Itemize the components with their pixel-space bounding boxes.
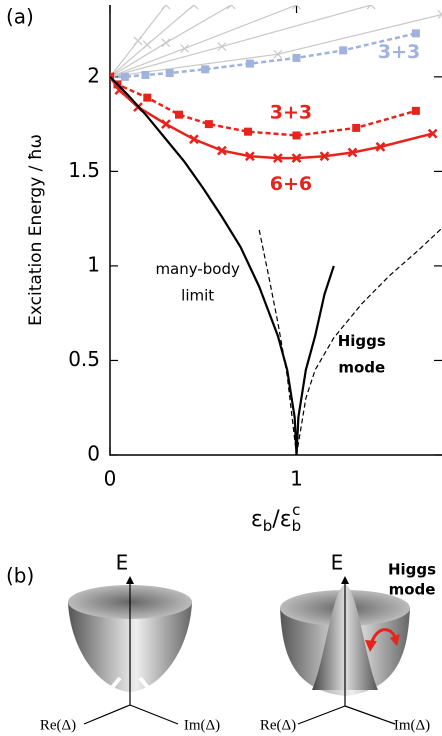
series-line [295, 265, 335, 455]
annotation: 3+3 [378, 41, 420, 63]
marker [244, 127, 253, 136]
marker [245, 151, 255, 162]
y-axis-label: Excitation Energy / ħω [26, 134, 46, 326]
marker [319, 151, 330, 162]
marker [204, 120, 213, 129]
x-tick-label: 0 [104, 467, 117, 491]
marker [226, 5, 236, 10]
marker [217, 42, 227, 52]
y-tick-label: 0 [87, 442, 100, 466]
marker [165, 69, 174, 78]
marker [175, 110, 184, 119]
annotation: limit [181, 287, 214, 305]
marker [273, 49, 283, 59]
annotation: many-body [155, 260, 240, 278]
marker [189, 5, 199, 10]
marker [292, 53, 301, 62]
marker [411, 106, 420, 115]
marker [339, 46, 348, 55]
marker [217, 145, 227, 156]
marker [292, 131, 301, 140]
marker [143, 93, 152, 102]
marker [141, 70, 150, 79]
marker [292, 5, 301, 10]
axis-label: Re(Δ) [260, 717, 296, 733]
axis-label: E [116, 551, 129, 575]
marker [110, 72, 114, 81]
marker [133, 36, 143, 46]
marker [411, 29, 420, 38]
marker [245, 59, 254, 68]
marker [427, 128, 438, 139]
marker [161, 5, 171, 10]
marker [201, 65, 210, 74]
plot-area: 0 0.5 1 1.5 2 0 1 3+3 3+3 6+6 many-body limit Higgs m… [68, 5, 442, 491]
annotation: Higgs [338, 332, 386, 350]
series-line [295, 227, 442, 455]
x-tick-label: 1 [290, 467, 303, 491]
annotation: 6+6 [270, 173, 312, 195]
marker [437, 10, 442, 19]
axis-frame [109, 5, 442, 456]
paraboloid: E Re(Δ) Im(Δ) [40, 551, 220, 734]
marker [142, 40, 152, 50]
marker [120, 72, 129, 81]
axis-label: Im(Δ) [184, 717, 220, 733]
marker [114, 85, 125, 95]
marker [352, 123, 361, 132]
annotation: 3+3 [270, 101, 312, 123]
x-label-part: c [292, 501, 300, 519]
marker [347, 147, 358, 158]
x-label-part: /ε [272, 507, 291, 532]
panel-label: (a) [6, 5, 34, 29]
series-line [110, 32, 417, 79]
annotation: mode [389, 581, 436, 599]
marker [189, 134, 199, 145]
series-line [110, 76, 298, 455]
x-label-part: ε [251, 507, 263, 532]
axis-label: Re(Δ) [40, 717, 76, 733]
series-line [258, 229, 298, 455]
y-tick-label: 1.5 [68, 158, 100, 182]
marker [272, 153, 283, 164]
series-line [110, 5, 232, 78]
marker [375, 141, 386, 152]
axis-label: E [331, 551, 344, 575]
annotation: Higgs [388, 561, 436, 579]
marker [291, 153, 302, 164]
series-group [110, 5, 442, 455]
marker [180, 44, 190, 53]
x-label-part: b [263, 517, 273, 535]
x-axis-label: εb/εbc [251, 501, 301, 535]
marker [366, 5, 376, 10]
axis-label: Im(Δ) [394, 717, 430, 733]
marker [161, 38, 171, 48]
y-tick-label: 1 [87, 252, 100, 276]
y-tick-label: 0.5 [68, 347, 100, 371]
annotation: mode [338, 359, 385, 377]
panel-label: (b) [6, 564, 34, 588]
mexican-hat: E Re(Δ) Im(Δ) [260, 551, 430, 734]
marker [161, 119, 171, 130]
x-label-part: b [292, 517, 302, 535]
y-tick-label: 2 [87, 63, 100, 87]
